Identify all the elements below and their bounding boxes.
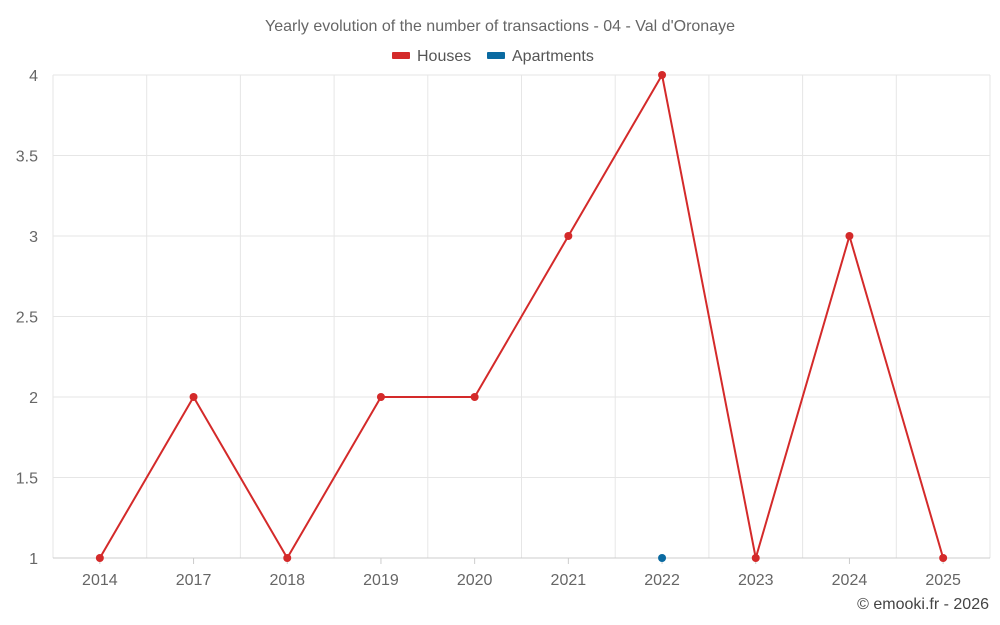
data-point-houses[interactable] (189, 393, 198, 401)
x-tick-label: 2021 (551, 572, 587, 589)
data-point-houses[interactable] (564, 232, 573, 240)
x-tick-label: 2020 (457, 572, 493, 589)
data-point-houses[interactable] (658, 71, 667, 79)
legend-label-apartments[interactable]: Apartments (512, 48, 594, 65)
y-tick-label: 4 (29, 68, 38, 85)
legend: Houses Apartments (392, 48, 594, 65)
y-tick-label: 3.5 (16, 149, 38, 166)
data-point-apartments[interactable] (658, 554, 667, 562)
data-point-houses[interactable] (939, 554, 948, 562)
x-tick-label: 2023 (738, 572, 774, 589)
data-point-houses[interactable] (845, 232, 854, 240)
legend-swatch-houses[interactable] (392, 52, 410, 59)
x-tick-label: 2022 (644, 572, 680, 589)
x-axis: 2014 2017 2018 2019 2020 2021 2022 2023 2024 2025 (53, 557, 990, 589)
y-tick-label: 2.5 (16, 310, 38, 327)
data-point-houses[interactable] (376, 393, 385, 401)
series-layer (95, 71, 948, 562)
x-tick-label: 2014 (82, 572, 118, 589)
y-tick-label: 3 (29, 229, 38, 246)
x-tick-label: 2024 (832, 572, 868, 589)
x-tick-label: 2018 (269, 572, 305, 589)
credit: © emooki.fr - 2026 (857, 596, 989, 613)
x-tick-label: 2025 (925, 572, 961, 589)
y-tick-label: 2 (29, 390, 38, 407)
y-axis: 1 1.5 2 2.5 3 3.5 4 (16, 68, 38, 568)
data-point-houses[interactable] (751, 554, 760, 562)
data-point-houses[interactable] (470, 393, 479, 401)
data-point-houses[interactable] (95, 554, 104, 562)
y-tick-label: 1 (29, 551, 38, 568)
series-line-houses (98, 74, 945, 559)
legend-swatch-apartments[interactable] (487, 52, 505, 59)
legend-label-houses[interactable]: Houses (417, 48, 471, 65)
y-tick-label: 1.5 (16, 471, 38, 488)
x-tick-label: 2017 (176, 572, 212, 589)
x-tick-label: 2019 (363, 572, 399, 589)
chart-title: Yearly evolution of the number of transa… (265, 18, 735, 35)
data-point-houses[interactable] (283, 554, 292, 562)
